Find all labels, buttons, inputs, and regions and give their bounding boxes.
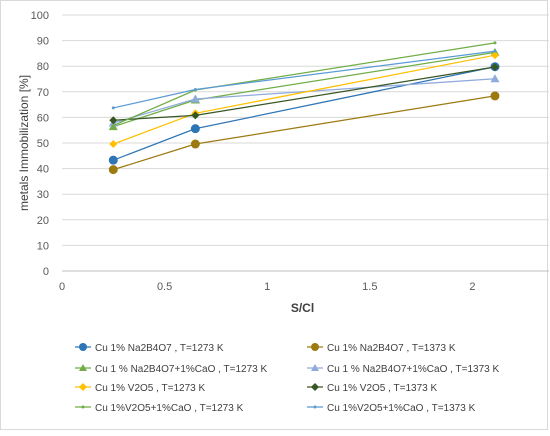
series-line [113,50,496,109]
data-point [108,155,118,165]
legend-item: Cu 1% Na2B4O7 , T=1273 K [75,343,224,354]
y-tick-label: 20 [37,215,49,227]
data-point [490,51,499,60]
y-tick-label: 90 [37,36,49,48]
legend-marker [311,343,319,351]
y-tick-label: 60 [37,112,49,124]
legend-item: Cu 1% V2O5 , T=1373 K [307,383,437,394]
legend-label: Cu 1%V2O5+1%CaO , T=1273 K [95,403,244,414]
legend-marker [311,383,319,391]
y-tick-label: 80 [37,61,49,73]
x-axis-title: S/Cl [291,301,314,315]
series-8 [111,49,497,110]
data-point [190,94,200,103]
x-tick-label: 2 [469,281,475,293]
y-axis-title: metals Immobilization [%] [17,75,31,211]
legend-label: Cu 1% Na2B4O7 , T=1373 K [327,343,456,354]
legend-item: Cu 1 % Na2B4O7+1%CaO , T=1373 K [307,364,499,375]
legend-item: Cu 1% Na2B4O7 , T=1373 K [307,343,456,354]
legend-item: Cu 1%V2O5+1%CaO , T=1373 K [307,403,476,414]
data-point [109,116,118,125]
series-2 [108,91,500,175]
data-point [193,87,197,91]
tick-labels: 0 10 20 30 40 50 60 70 80 90 100 0 0.5 1 1.5 2 [31,10,476,293]
y-tick-label: 50 [37,138,49,150]
data-point [111,124,115,128]
series-layer [108,41,500,175]
data-point [490,62,499,71]
y-tick-label: 100 [31,10,49,22]
data-point [191,111,200,120]
series-line [113,42,496,127]
data-point [493,41,497,45]
x-tick-label: 0 [59,281,65,293]
y-tick-label: 30 [37,189,49,201]
legend-marker [79,364,87,371]
data-point [108,165,118,175]
legend-label: Cu 1% Na2B4O7 , T=1273 K [95,343,224,354]
data-point [190,124,200,134]
y-tick-label: 0 [43,266,49,278]
legend: Cu 1% Na2B4O7 , T=1273 K Cu 1% Na2B4O7 , … [75,343,499,414]
data-point [490,91,500,101]
legend-item: Cu 1% V2O5 , T=1273 K [75,383,205,394]
data-point [190,139,200,149]
x-tick-label: 0.5 [157,281,172,293]
gridlines [62,14,549,246]
legend-marker [81,405,85,409]
x-tick-label: 1.5 [362,281,377,293]
legend-label: Cu 1% V2O5 , T=1273 K [95,383,205,394]
legend-item: Cu 1 % Na2B4O7+1%CaO , T=1273 K [75,364,267,375]
series-7 [111,41,497,128]
y-tick-label: 10 [37,240,49,252]
series-6 [109,62,499,125]
legend-label: Cu 1%V2O5+1%CaO , T=1373 K [327,403,476,414]
series-line [113,51,496,128]
series-line [113,54,496,145]
data-point [490,74,500,83]
legend-marker [313,405,317,409]
legend-marker [311,364,319,371]
legend-marker [79,383,87,391]
series-1 [108,62,500,165]
data-point [111,106,115,110]
series-line [113,95,496,171]
legend-label: Cu 1% V2O5 , T=1373 K [327,383,437,394]
legend-marker [79,343,87,351]
x-tick-label: 1 [264,281,270,293]
y-tick-label: 40 [37,164,49,176]
legend-label: Cu 1 % Na2B4O7+1%CaO , T=1273 K [95,364,267,375]
series-line [113,66,496,161]
y-tick-label: 70 [37,87,49,99]
data-point [493,49,497,53]
legend-item: Cu 1%V2O5+1%CaO , T=1273 K [75,403,244,414]
data-point [109,140,118,149]
legend-label: Cu 1 % Na2B4O7+1%CaO , T=1373 K [327,364,499,375]
